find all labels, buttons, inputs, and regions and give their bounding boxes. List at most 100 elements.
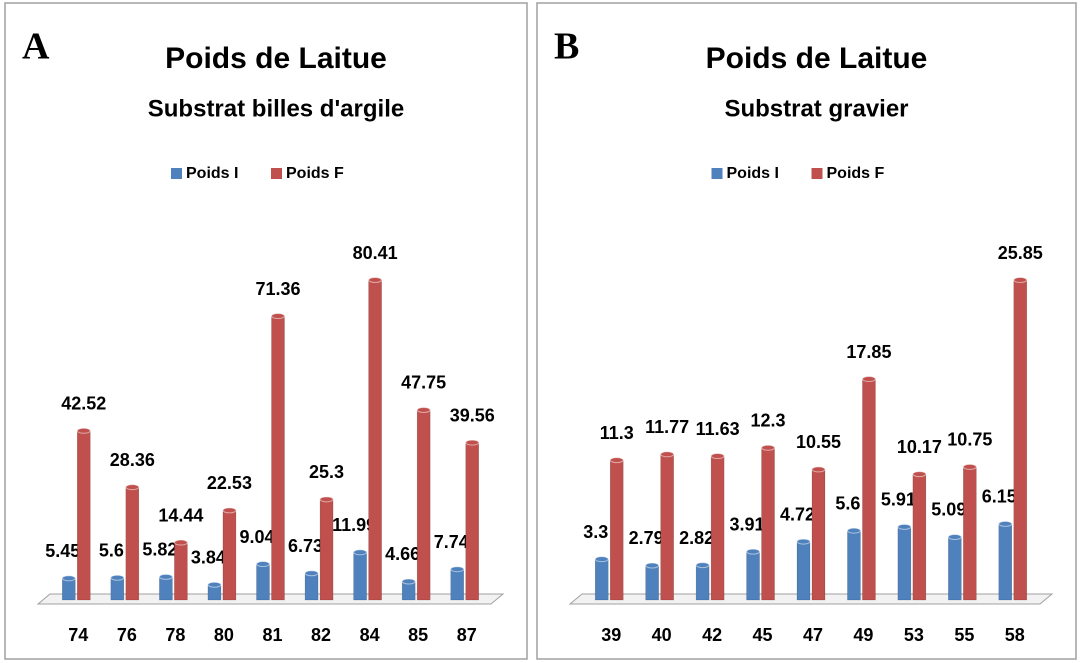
bar <box>963 466 977 601</box>
bar-cap <box>158 573 173 580</box>
chart-panel: B Poids de Laitue Substrat gravier Poids I P… <box>536 2 1077 660</box>
bar <box>660 454 674 601</box>
x-tick-label: 85 <box>408 625 428 645</box>
data-label: 22.53 <box>207 473 252 493</box>
bar-cap <box>645 562 660 569</box>
data-label: 11.63 <box>696 419 740 439</box>
bar-cap <box>811 466 826 473</box>
bar-cap <box>222 507 237 514</box>
bar-cap <box>962 463 977 470</box>
data-label: 6.73 <box>288 536 323 556</box>
data-label: 12.3 <box>751 410 786 430</box>
bar-cap <box>271 313 285 320</box>
chart-subtitle: Substrat billes d'argile <box>148 95 404 122</box>
data-label: 11.99 <box>332 515 376 535</box>
bar <box>271 315 285 601</box>
x-tick-label: 81 <box>262 625 282 645</box>
x-tick-label: 76 <box>117 625 137 645</box>
legend-label: Poids I <box>727 165 779 182</box>
legend-label: Poids F <box>827 165 885 182</box>
data-label: 11.77 <box>645 417 689 437</box>
bar-cap <box>746 548 761 555</box>
bar-cap <box>796 538 811 545</box>
bar <box>125 486 140 601</box>
x-tick-label: 53 <box>904 625 924 645</box>
data-label: 10.55 <box>796 432 841 452</box>
data-label: 2.79 <box>629 528 664 548</box>
data-label: 5.09 <box>931 500 966 520</box>
bar <box>862 378 876 601</box>
bar-cap <box>761 444 776 451</box>
data-label: 5.6 <box>835 493 860 513</box>
bar <box>416 409 431 601</box>
chart-subtitle: Substrat gravier <box>724 95 908 122</box>
data-label: 71.36 <box>255 279 300 299</box>
bar <box>368 279 382 601</box>
bar-cap <box>353 549 368 556</box>
legend-swatch <box>711 168 723 179</box>
bar <box>645 565 659 601</box>
x-tick-label: 55 <box>954 625 974 645</box>
bar-cap <box>710 453 725 460</box>
bar-cap <box>947 533 962 540</box>
bar-cap <box>594 556 609 563</box>
bar-cap <box>912 471 927 478</box>
bar <box>77 430 91 601</box>
x-tick-label: 82 <box>311 625 331 645</box>
bar-cap <box>173 539 188 546</box>
bar-cap <box>897 523 912 530</box>
bar <box>62 578 76 601</box>
bar-cap <box>256 561 270 568</box>
floor <box>36 593 505 605</box>
bar-cap <box>61 575 76 582</box>
x-tick-label: 80 <box>214 625 234 645</box>
data-label: 3.3 <box>583 522 608 542</box>
panel-border <box>536 2 1077 660</box>
data-label: 47.75 <box>401 373 446 393</box>
data-label: 80.41 <box>353 243 398 263</box>
legend-label: Poids F <box>286 165 344 182</box>
data-label: 28.36 <box>110 450 155 470</box>
data-label: 4.66 <box>385 544 420 564</box>
bar <box>847 530 861 601</box>
data-label: 25.85 <box>998 243 1043 263</box>
x-tick-label: 84 <box>360 625 380 645</box>
x-tick-label: 78 <box>165 625 185 645</box>
data-label: 10.17 <box>897 437 942 457</box>
data-label: 17.85 <box>846 342 891 362</box>
bar <box>450 568 464 601</box>
data-label: 9.04 <box>239 527 274 547</box>
bar-cap <box>861 376 876 383</box>
bar-cap <box>110 574 125 581</box>
bar <box>159 576 173 601</box>
data-label: 3.84 <box>191 547 226 567</box>
x-tick-label: 87 <box>457 625 477 645</box>
bar <box>948 536 962 601</box>
bar <box>594 558 609 601</box>
x-tick-label: 39 <box>601 625 621 645</box>
legend-swatch <box>271 168 282 179</box>
bar <box>811 469 826 601</box>
panel-label: B <box>554 26 579 68</box>
bar <box>746 551 760 601</box>
x-tick-label: 40 <box>652 625 672 645</box>
bar <box>304 572 319 601</box>
data-label: 14.44 <box>158 505 203 525</box>
x-tick-label: 42 <box>702 625 722 645</box>
x-tick-label: 74 <box>68 625 88 645</box>
bar-cap <box>416 406 431 413</box>
bar-cap <box>368 277 383 283</box>
panel-border <box>4 2 528 660</box>
bar-cap <box>465 439 480 446</box>
bar <box>695 564 710 601</box>
bar <box>761 447 775 601</box>
bar-cap <box>609 457 624 464</box>
bar-cap <box>125 484 140 491</box>
data-label: 39.56 <box>450 405 495 425</box>
bar <box>998 523 1013 601</box>
data-label: 5.91 <box>881 490 916 510</box>
bar <box>912 473 927 601</box>
bar-cap <box>998 520 1013 527</box>
data-label: 4.72 <box>780 504 815 524</box>
